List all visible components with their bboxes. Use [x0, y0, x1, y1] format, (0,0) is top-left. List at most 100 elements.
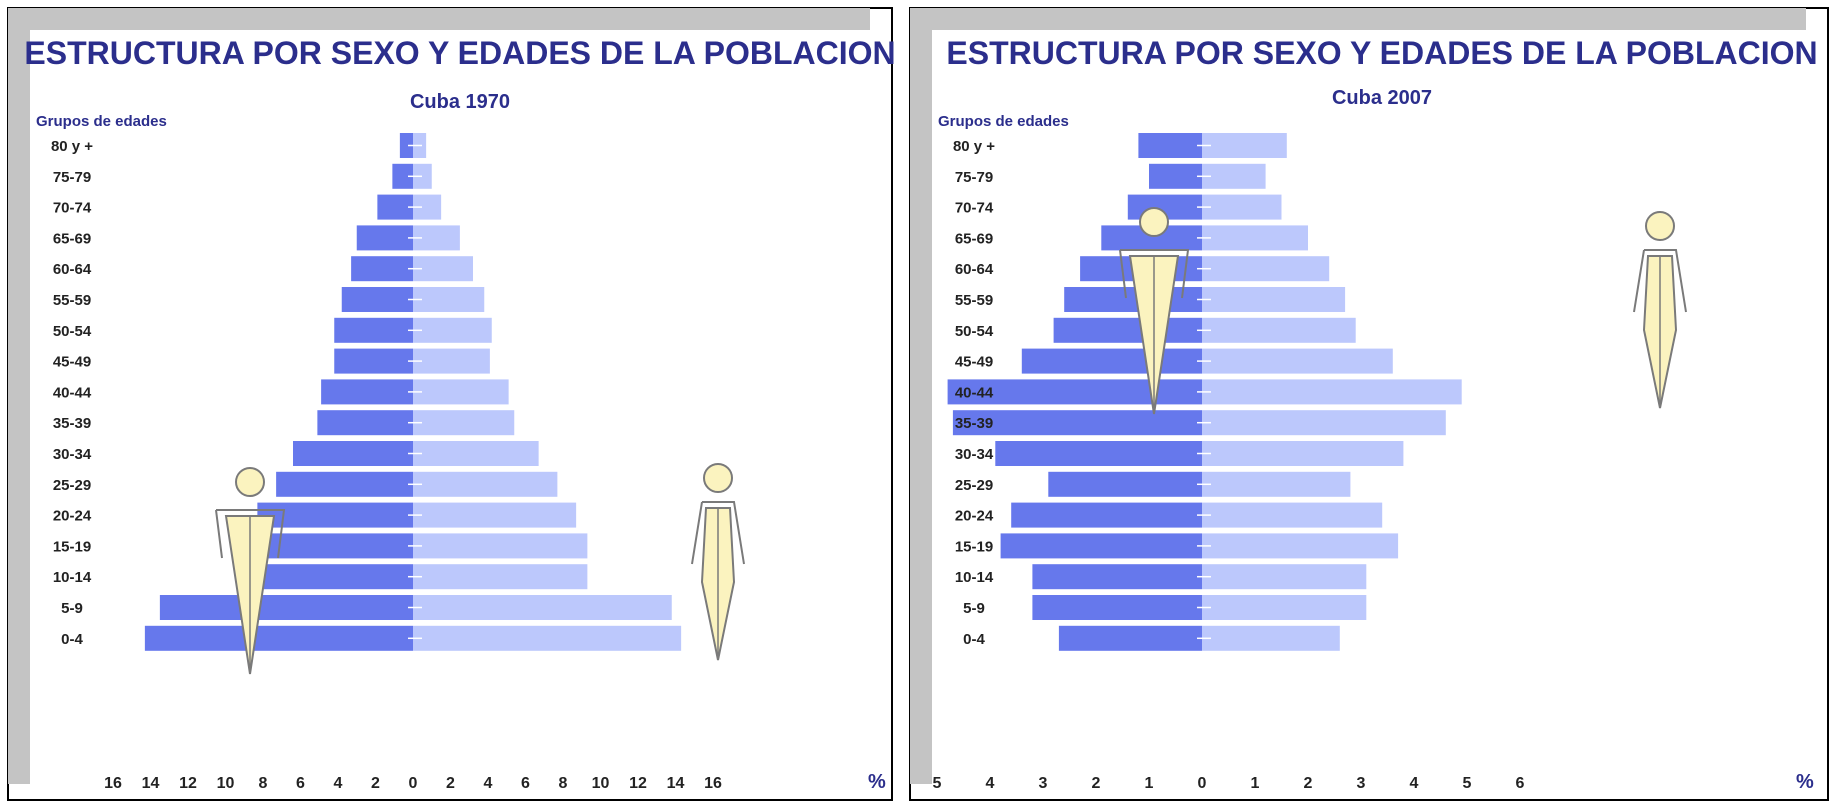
male-bar-8 — [321, 379, 413, 405]
x-tick-label: 14 — [667, 775, 685, 792]
x-axis-unit-label: % — [868, 771, 886, 793]
age-group-label: 70-74 — [955, 200, 994, 217]
x-tick-label: 6 — [296, 775, 305, 792]
pyramid-panel-2007: ESTRUCTURA POR SEXO Y EDADES DE LA POBLA… — [908, 0, 1834, 808]
female-bar-5 — [1202, 287, 1346, 312]
chart-subtitle: Cuba 2007 — [1332, 87, 1432, 109]
male-bar-5 — [1064, 287, 1202, 312]
female-bar-13 — [1202, 533, 1399, 559]
pyramid-chart-1970: ESTRUCTURA POR SEXO Y EDADES DE LA POBLA… — [0, 0, 900, 808]
x-tick-label: 8 — [259, 775, 268, 792]
male-bar-16 — [1058, 625, 1202, 651]
female-bar-8 — [1202, 379, 1462, 405]
female-bar-0 — [1202, 133, 1287, 158]
female-bar-1 — [413, 163, 432, 189]
frame-left-bar — [910, 8, 932, 784]
age-group-label: 0-4 — [61, 631, 83, 648]
female-bar-16 — [1202, 625, 1340, 651]
male-bar-2 — [377, 194, 413, 220]
male-bar-13 — [1000, 533, 1202, 559]
female-bar-9 — [413, 410, 515, 436]
female-bar-16 — [413, 625, 682, 651]
age-group-label: 20-24 — [955, 508, 994, 525]
x-tick-label: 6 — [1516, 775, 1525, 792]
x-tick-label: 0 — [1198, 775, 1207, 792]
male-bar-12 — [1011, 502, 1202, 528]
age-group-label: 65-69 — [53, 230, 91, 247]
frame-top-bar — [910, 8, 1806, 30]
age-labels-group: 80 y + 75-79 70-74 65-69 60-64 55-59 50-54 45-4… — [953, 138, 995, 648]
female-bar-11 — [413, 471, 558, 497]
female-bar-10 — [413, 441, 539, 466]
x-tick-label: 0 — [409, 775, 418, 792]
female-bar-4 — [413, 256, 473, 282]
x-tick-label: 1 — [1251, 775, 1260, 792]
age-group-label: 80 y + — [953, 138, 995, 155]
age-group-label: 5-9 — [61, 600, 83, 617]
female-bar-4 — [1202, 256, 1330, 282]
male-bar-10 — [293, 441, 413, 466]
female-figure-icon — [691, 463, 745, 661]
x-tick-label: 16 — [104, 775, 122, 792]
male-bar-0 — [1138, 133, 1202, 158]
age-group-label: 10-14 — [53, 569, 92, 586]
male-bar-4 — [351, 256, 413, 282]
male-bar-5 — [341, 287, 413, 312]
female-bar-11 — [1202, 471, 1351, 497]
age-group-label: 45-49 — [53, 354, 91, 371]
age-labels-group: 80 y + 75-79 70-74 65-69 60-64 55-59 50-54 45-4… — [51, 138, 93, 648]
female-bar-10 — [1202, 441, 1404, 466]
age-group-label: 75-79 — [955, 169, 993, 186]
female-bar-14 — [1202, 564, 1367, 590]
x-tick-label: 14 — [142, 775, 160, 792]
frame-top-bar — [8, 8, 870, 30]
x-tick-label: 2 — [1304, 775, 1313, 792]
age-group-label: 65-69 — [955, 230, 993, 247]
x-tick-label: 5 — [933, 775, 942, 792]
x-tick-label: 8 — [559, 775, 568, 792]
age-group-label: 10-14 — [955, 569, 994, 586]
age-group-label: 15-19 — [955, 538, 993, 555]
age-group-label: 35-39 — [53, 415, 91, 432]
male-bar-1 — [392, 163, 413, 189]
male-bar-14 — [244, 564, 413, 590]
age-group-label: 30-34 — [53, 446, 92, 463]
age-group-label: 20-24 — [53, 508, 92, 525]
male-figure-icon — [215, 467, 286, 675]
age-group-label: 45-49 — [955, 354, 993, 371]
male-bar-9 — [317, 410, 413, 436]
age-group-label: 40-44 — [955, 384, 994, 401]
x-tick-label: 6 — [521, 775, 530, 792]
male-bar-9 — [952, 410, 1202, 436]
female-bar-14 — [413, 564, 588, 590]
male-bar-3 — [356, 225, 413, 251]
female-bar-15 — [1202, 595, 1367, 620]
chart-title: ESTRUCTURA POR SEXO Y EDADES DE LA POBLA… — [946, 35, 1817, 71]
male-bar-13 — [246, 533, 413, 559]
male-bar-14 — [1032, 564, 1202, 590]
male-bar-15 — [159, 595, 413, 620]
age-group-label: 25-29 — [955, 477, 993, 494]
female-bar-13 — [413, 533, 588, 559]
x-axis-unit-label: % — [1796, 771, 1814, 793]
age-group-label: 25-29 — [53, 477, 91, 494]
female-bar-8 — [413, 379, 509, 405]
male-bar-7 — [1021, 348, 1202, 374]
x-tick-label: 2 — [371, 775, 380, 792]
male-bar-6 — [1053, 317, 1202, 343]
age-group-label: 30-34 — [955, 446, 994, 463]
x-tick-label: 10 — [592, 775, 610, 792]
chart-subtitle: Cuba 1970 — [410, 91, 510, 113]
x-tick-label: 3 — [1357, 775, 1366, 792]
y-axis-label: Grupos de edades — [36, 113, 167, 130]
age-group-label: 70-74 — [53, 200, 92, 217]
male-bar-16 — [144, 625, 413, 651]
female-bar-12 — [1202, 502, 1383, 528]
x-tick-label: 2 — [446, 775, 455, 792]
frame-left-bar — [8, 8, 30, 784]
x-tick-label: 3 — [1039, 775, 1048, 792]
female-bar-5 — [413, 287, 485, 312]
female-bar-12 — [413, 502, 577, 528]
female-bar-9 — [1202, 410, 1446, 436]
x-tick-label: 10 — [217, 775, 235, 792]
